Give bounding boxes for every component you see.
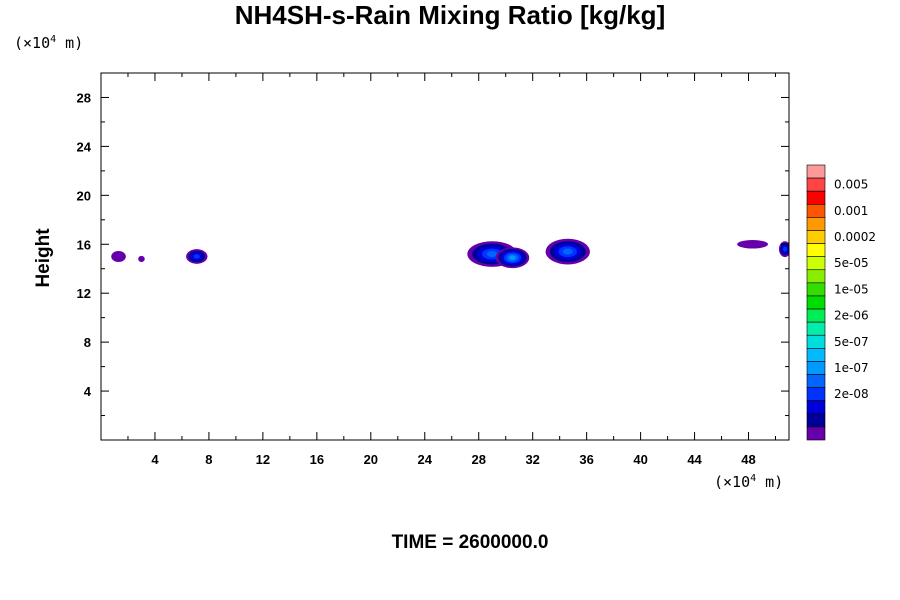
colorbar-label: 1e-05 bbox=[834, 282, 869, 296]
x-unit-label: (×104 m) bbox=[714, 473, 784, 491]
colorbar-swatch bbox=[806, 282, 826, 297]
colorbar-swatch bbox=[806, 374, 826, 388]
colorbar-swatch bbox=[806, 426, 826, 441]
colorbar-label: 0.005 bbox=[834, 178, 868, 192]
colorbar-swatch bbox=[806, 217, 826, 231]
y-unit-label: (×104 m) bbox=[14, 34, 84, 52]
contour-level bbox=[737, 239, 769, 249]
colorbar-swatch bbox=[806, 400, 826, 415]
data-feature bbox=[778, 241, 789, 258]
chart-title: NH4SH-s-Rain Mixing Ratio [kg/kg] bbox=[234, 0, 666, 30]
contour-level bbox=[111, 251, 126, 262]
x-tick-label: 8 bbox=[205, 452, 212, 467]
contour-level bbox=[509, 255, 516, 260]
data-feature bbox=[495, 247, 530, 269]
y-tick-label: 28 bbox=[77, 90, 91, 105]
plot-frame bbox=[100, 72, 790, 441]
colorbar-label: 2e-06 bbox=[834, 309, 869, 323]
x-tick-label: 40 bbox=[633, 452, 647, 467]
colorbar-swatch bbox=[806, 190, 826, 205]
colorbar-swatch bbox=[806, 334, 826, 349]
data-feature bbox=[186, 249, 208, 264]
x-tick-label: 24 bbox=[418, 452, 433, 467]
y-tick-label: 20 bbox=[77, 188, 91, 203]
x-tick-label: 44 bbox=[687, 452, 702, 467]
y-tick-label: 8 bbox=[84, 335, 91, 350]
contour-level bbox=[783, 246, 787, 252]
x-tick-label: 16 bbox=[310, 452, 324, 467]
y-tick-label: 4 bbox=[84, 384, 92, 399]
contour-level bbox=[562, 248, 573, 255]
colorbar-swatch bbox=[806, 269, 826, 284]
contour-level bbox=[193, 254, 200, 259]
x-tick-label: 12 bbox=[256, 452, 270, 467]
data-features bbox=[111, 238, 789, 269]
y-tick-label: 12 bbox=[77, 286, 91, 301]
x-tick-label: 4 bbox=[151, 452, 159, 467]
colorbar-label: 1e-07 bbox=[834, 361, 869, 375]
data-feature bbox=[737, 239, 769, 249]
time-label: TIME = 2600000.0 bbox=[391, 532, 549, 553]
x-tick-label: 28 bbox=[471, 452, 485, 467]
colorbar-swatch bbox=[806, 256, 826, 271]
colorbar-label: 5e-05 bbox=[834, 256, 869, 270]
colorbar-swatch bbox=[806, 308, 826, 323]
colorbar-swatch bbox=[806, 295, 826, 310]
colorbar: 0.005 0.001 0.0002 5e-05 1e-05 2e-06 5e-07 1e-0… bbox=[806, 164, 876, 441]
y-tick-label: 24 bbox=[77, 139, 92, 154]
data-feature bbox=[138, 255, 145, 262]
colorbar-swatch bbox=[806, 243, 826, 257]
colorbar-label: 2e-08 bbox=[834, 387, 869, 401]
contour-level bbox=[486, 251, 498, 258]
x-tick-label: 48 bbox=[741, 452, 755, 467]
data-feature bbox=[111, 251, 126, 262]
colorbar-label: 0.001 bbox=[834, 204, 868, 218]
x-tick-label: 32 bbox=[525, 452, 539, 467]
x-tick-label: 36 bbox=[579, 452, 593, 467]
colorbar-swatch bbox=[806, 321, 826, 336]
y-tick-label: 16 bbox=[77, 237, 91, 252]
colorbar-swatch bbox=[806, 348, 826, 362]
colorbar-swatch bbox=[806, 413, 826, 428]
colorbar-swatch bbox=[806, 203, 826, 218]
data-feature bbox=[545, 238, 590, 265]
colorbar-swatch bbox=[806, 164, 826, 179]
x-tick-label: 20 bbox=[364, 452, 378, 467]
colorbar-swatch bbox=[806, 177, 826, 192]
colorbar-swatch bbox=[806, 387, 826, 402]
colorbar-swatch bbox=[806, 230, 826, 244]
colorbar-swatch bbox=[806, 361, 826, 375]
colorbar-label: 5e-07 bbox=[834, 335, 869, 349]
contour-level bbox=[138, 255, 145, 262]
colorbar-label: 0.0002 bbox=[834, 230, 876, 244]
